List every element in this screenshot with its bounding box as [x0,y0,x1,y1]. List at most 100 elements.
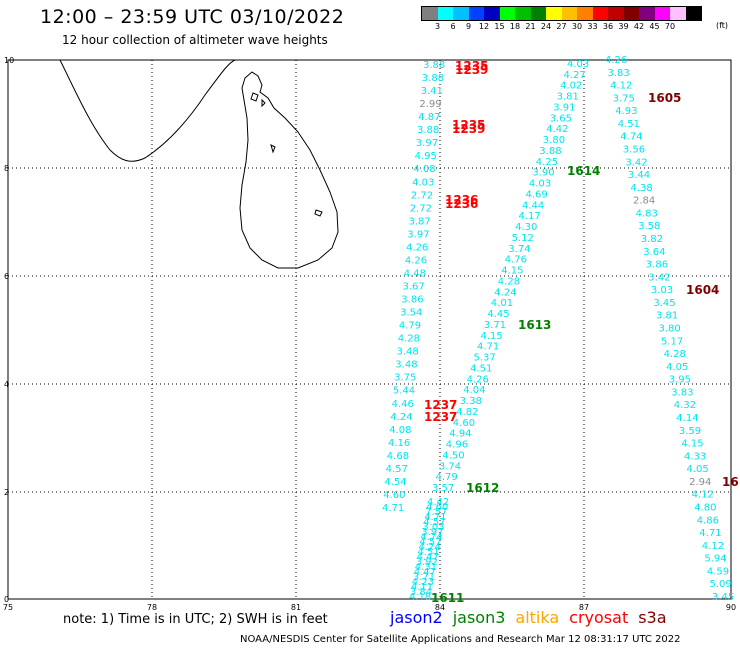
color-scale-cell [608,7,624,20]
swh-value: 4.80 [694,503,716,514]
coastline [59,59,339,269]
swh-value: 3.45 [653,298,675,309]
color-scale-cell [561,7,577,20]
note-text: note: 1) Time is in UTC; 2) SWH is in fe… [63,612,328,627]
color-scale-cell [654,7,670,20]
swh-value: 4.12 [692,490,714,501]
pass-time-label: 1611 [431,591,464,605]
color-scale-tick: 42 [633,22,645,31]
pass-time-label: 1604 [686,283,719,297]
swh-value: 4.12 [610,81,632,92]
swh-value: 3.84 [410,587,432,598]
swh-value: 3.88 [423,60,445,71]
x-axis-tick-label: 75 [3,603,13,612]
swh-value: 4.02 [560,81,582,92]
swh-value: 3.81 [656,311,678,322]
color-scale-cell [468,7,484,20]
swh-value: 7.57 [425,507,447,518]
swh-value: 3.82 [641,234,663,245]
swh-value: 2.84 [633,196,655,207]
y-axis-tick-label: 10 [4,56,14,65]
color-scale-tick: 6 [450,22,456,31]
swh-value: 4.71 [699,528,721,539]
swh-value: 4.74 [620,132,642,143]
swh-value: 3.86 [401,295,423,306]
color-scale-bar: 3 6 9 12 15 18 21 24 27 30 33 36 39 42 45 70 [421,6,702,34]
color-scale-tick: 18 [509,22,521,31]
swh-value: 4.08 [413,164,435,175]
swh-value: 3.81 [557,92,579,103]
color-scale-tick: 27 [556,22,567,31]
swh-value: 4.15 [681,439,703,450]
map-title: 12:00 – 23:59 UTC 03/10/2022 [40,6,345,28]
pass-time-label: 1239 [455,63,488,77]
swh-value: 4.47 [417,552,439,563]
swh-value: 3.97 [421,527,443,538]
color-scale-cells [421,6,702,21]
swh-value: 4.45 [487,309,509,320]
swh-value: 4.28 [498,276,520,287]
swh-value: 4.16 [388,438,410,449]
swh-value: 3.97 [407,229,429,240]
swh-value: 4.60 [453,418,475,429]
color-scale-tick: 45 [649,22,660,31]
swh-value: 3.71 [484,320,506,331]
swh-value: 3.83 [671,387,693,398]
color-scale-cell [437,7,453,20]
swh-value: 4.60 [383,490,405,501]
swh-value: 3.64 [643,247,665,258]
x-axis-tick-label: 84 [435,603,445,612]
swh-value: 3.41 [421,86,443,97]
pass-time-label: 1235 [455,59,488,73]
footer-credit: NOAA/NESDIS Center for Satellite Applica… [240,634,681,645]
swh-value: 3.44 [628,170,650,181]
swh-value: 4.68 [387,451,409,462]
swh-value: 2.72 [410,203,432,214]
swh-value: 3.67 [403,282,425,293]
swh-value: 3.90 [532,168,554,179]
swh-value: 4.44 [522,200,544,211]
swh-value: 4.28 [664,349,686,360]
swh-value: 3.48 [397,347,419,358]
swh-value: 3.88 [417,125,439,136]
swh-value: 5.09 [710,579,732,590]
color-scale-tick: 33 [587,22,598,31]
swh-value: 2.94 [689,477,711,488]
swh-value: 4.01 [491,298,513,309]
swh-value: 4.79 [436,472,458,483]
swh-value: 5.44 [393,386,415,397]
swh-value: 3.95 [669,375,691,386]
color-scale-cell [499,7,515,20]
pass-time-label: 1613 [518,318,551,332]
legend-item-jason3: jason3 [452,608,506,627]
swh-value: 4.31 [415,562,437,573]
swh-value: 4.38 [631,183,653,194]
pass-time-label: 1237 [424,410,457,424]
swh-value: 4.94 [449,429,471,440]
color-scale-tick: 15 [494,22,505,31]
swh-value: 4.03 [567,59,589,70]
swh-value: 3.83 [608,68,630,79]
swh-value: 4.03 [412,177,434,188]
color-scale-cell [685,7,701,20]
x-axis-labels: 75 78 81 84 87 90 [3,603,736,612]
swh-value: 3.91 [553,103,575,114]
x-axis-tick-label: 78 [147,603,157,612]
swh-value: 4.59 [707,566,729,577]
swh-value: 4.24 [390,412,412,423]
swh-value: 4.42 [427,497,449,508]
swh-value: 3.38 [460,396,482,407]
swh-value: 4.11 [411,582,433,593]
swh-value: 4.28 [398,334,420,345]
swh-value: 4.86 [697,515,719,526]
swh-value: 4.05 [687,464,709,475]
color-scale-cell [546,7,562,20]
y-axis-tick-label: 0 [4,595,9,604]
pass-time-label: 1605 [648,91,681,105]
swh-value: 5.94 [704,554,726,565]
swh-value: 3.59 [679,426,701,437]
swh-value: 3.03 [422,522,444,533]
color-scale-unit: (ft) [716,21,729,30]
color-scale-cell [484,7,500,20]
swh-value: 2.99 [419,99,441,110]
